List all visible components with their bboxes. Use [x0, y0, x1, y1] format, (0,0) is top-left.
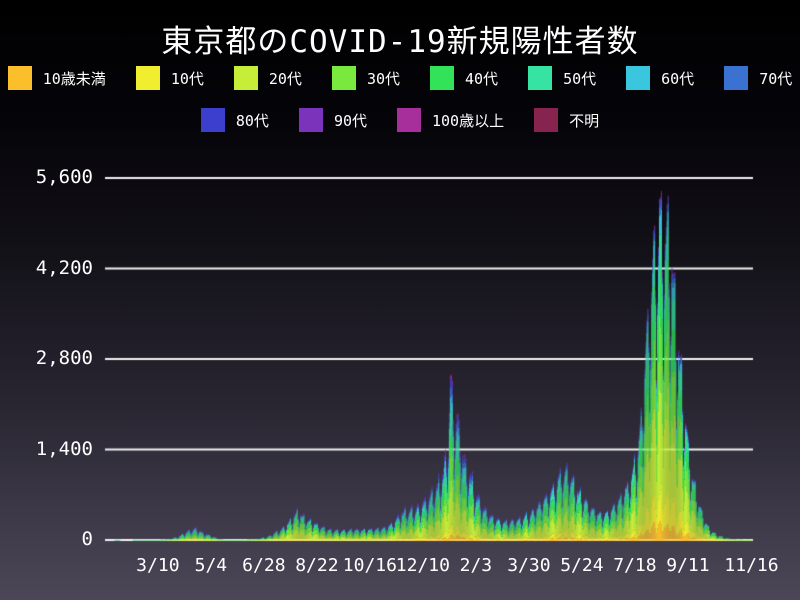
y-tick-label: 4,200 — [35, 256, 93, 279]
legend-item: 10歳未満 — [7, 66, 106, 90]
page-title: 東京都のCOVID-19新規陽性者数 — [161, 24, 639, 60]
legend-swatch-icon — [233, 66, 258, 90]
legend-item: 50代 — [528, 66, 596, 90]
x-tick-label: 6/28 — [242, 555, 286, 576]
x-tick-label: 5/24 — [560, 555, 604, 576]
legend-item: 90代 — [298, 108, 367, 132]
y-tick-label: 1,400 — [35, 437, 93, 460]
legend-swatch-icon — [200, 108, 225, 132]
legend-swatch-icon — [626, 66, 651, 90]
legend-swatch-icon — [430, 66, 454, 90]
y-tick-label: 2,800 — [35, 347, 93, 370]
x-tick-label: 8/22 — [295, 555, 339, 576]
legend-item: 30代 — [331, 66, 400, 90]
x-tick-label: 11/16 — [724, 555, 779, 576]
legend-swatch-icon — [724, 66, 749, 90]
legend-item: 100歳以上 — [397, 108, 504, 132]
y-tick-label: 0 — [81, 528, 93, 551]
legend-row-2: 80代 90代 100歳以上 不明 — [0, 108, 800, 132]
legend-label: 70代 — [759, 69, 793, 88]
x-tick-label: 2/3 — [459, 555, 493, 576]
x-tick-label: 3/30 — [507, 555, 551, 576]
x-tick-label: 9/11 — [666, 555, 710, 576]
legend-item: 40代 — [430, 66, 498, 90]
legend-swatch-icon — [7, 66, 32, 90]
legend-item: 10代 — [135, 66, 204, 90]
legend-swatch-icon — [331, 66, 356, 90]
legend-label: 10代 — [170, 69, 204, 88]
x-tick-label: 7/18 — [613, 555, 657, 576]
legend-swatch-icon — [298, 108, 323, 132]
x-tick-label: 3/10 — [136, 555, 180, 576]
legend-label: 90代 — [333, 111, 367, 130]
legend-label: 不明 — [569, 111, 600, 130]
legend-swatch-icon — [397, 108, 421, 132]
legend-label: 50代 — [563, 69, 597, 88]
legend-label: 100歳以上 — [432, 111, 505, 130]
legend-swatch-icon — [528, 66, 553, 90]
legend-item: 60代 — [626, 66, 694, 90]
x-tick-label: 10/16 — [342, 555, 397, 576]
legend-swatch-icon — [135, 66, 160, 90]
legend-item: 不明 — [534, 108, 599, 132]
legend-label: 60代 — [661, 69, 695, 88]
x-tick-label: 5/4 — [194, 555, 228, 576]
legend-label: 20代 — [268, 69, 302, 88]
legend-label: 80代 — [235, 111, 269, 130]
legend-item: 70代 — [724, 66, 792, 90]
legend-item: 80代 — [200, 108, 269, 132]
legend-label: 10歳未満 — [42, 69, 106, 88]
legend-swatch-icon — [534, 108, 559, 132]
legend-item: 20代 — [233, 66, 302, 90]
y-tick-label: 5,600 — [35, 166, 93, 189]
legend-row-1: 10歳未満 10代 20代 30代 40代 50代 60代 70代 — [0, 66, 800, 90]
legend-label: 40代 — [465, 69, 499, 88]
legend-label: 30代 — [366, 69, 400, 88]
x-tick-label: 12/10 — [395, 555, 450, 576]
